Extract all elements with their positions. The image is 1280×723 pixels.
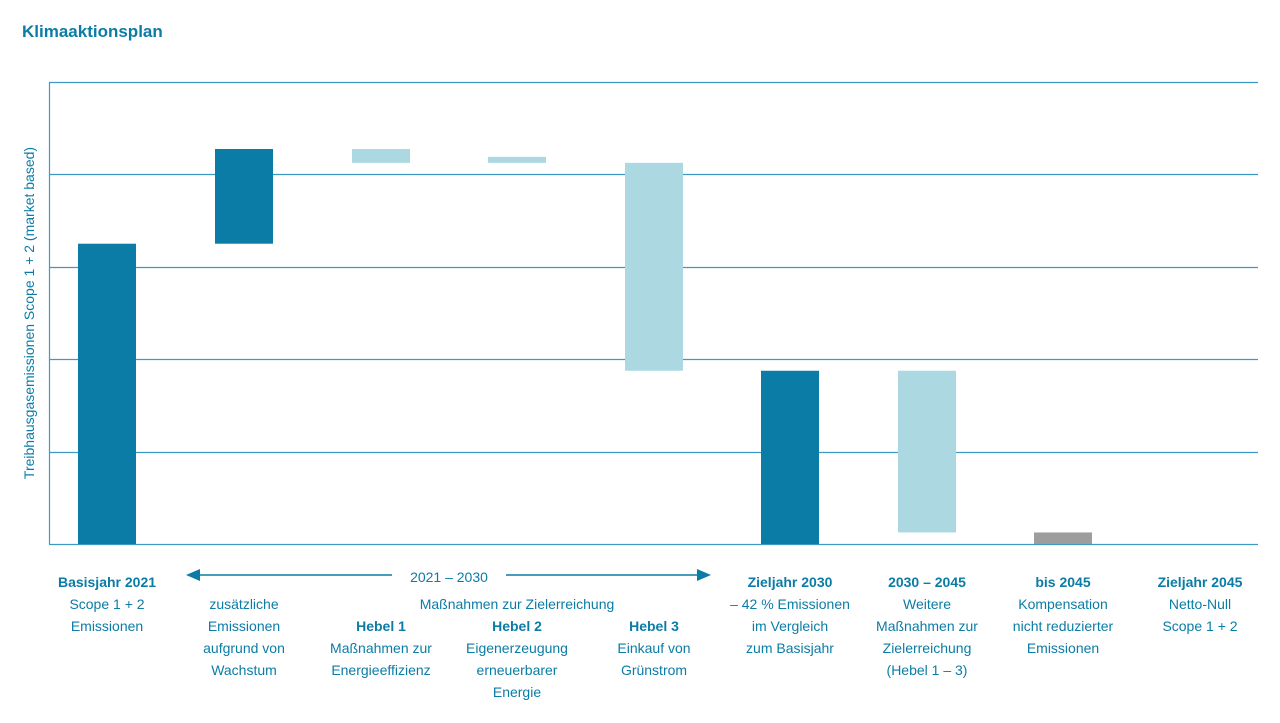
category-label-line: Netto-Null xyxy=(1169,596,1231,612)
period-sublabel: Maßnahmen zur Zielerreichung xyxy=(420,596,615,612)
category-label-line: Scope 1 + 2 xyxy=(69,596,144,612)
bar-2 xyxy=(215,148,273,244)
axes xyxy=(48,82,1258,546)
category-label-line: – 42 % Emissionen xyxy=(730,596,850,612)
category-label-line: Zieljahr 2045 xyxy=(1158,574,1243,590)
bar-3 xyxy=(352,148,410,163)
period-annotation: 2021 – 2030 Maßnahmen zur Zielerreichung xyxy=(186,569,711,612)
category-label-line: Wachstum xyxy=(211,662,277,678)
category-label-line: bis 2045 xyxy=(1035,574,1090,590)
category-label-line: Zieljahr 2030 xyxy=(748,574,833,590)
y-axis-label: Treibhausgasemissionen Scope 1 + 2 (mark… xyxy=(21,147,37,479)
category-label-line: Einkauf von xyxy=(617,640,690,656)
category-label-line: 2030 – 2045 xyxy=(888,574,966,590)
bar-8 xyxy=(1034,532,1092,544)
category-label-line: aufgrund von xyxy=(203,640,285,656)
category-label-line: Basisjahr 2021 xyxy=(58,574,156,590)
category-label-line: zum Basisjahr xyxy=(746,640,834,656)
category-label-line: zusätzliche xyxy=(209,596,278,612)
category-label-line: Emissionen xyxy=(208,618,280,634)
category-label-line: Hebel 1 xyxy=(356,618,406,634)
category-label-line: erneuerbarer xyxy=(477,662,558,678)
category-label-line: Scope 1 + 2 xyxy=(1162,618,1237,634)
category-label-line: Maßnahmen zur xyxy=(876,618,978,634)
category-label-line: Hebel 3 xyxy=(629,618,679,634)
category-label-line: Hebel 2 xyxy=(492,618,542,634)
chart-title: Klimaaktionsplan xyxy=(22,22,163,41)
category-label-line: (Hebel 1 – 3) xyxy=(887,662,968,678)
bar-1 xyxy=(78,243,136,544)
arrow-left-icon xyxy=(186,569,200,581)
category-label-line: Eigenerzeugung xyxy=(466,640,568,656)
category-label-line: im Vergleich xyxy=(752,618,828,634)
category-label-line: nicht reduzierter xyxy=(1013,618,1114,634)
category-label-line: Weitere xyxy=(903,596,951,612)
category-label-line: Kompensation xyxy=(1018,596,1108,612)
category-labels: Basisjahr 2021 Scope 1 + 2 Emissionen zusät… xyxy=(58,574,1243,700)
category-label-line: Grünstrom xyxy=(621,662,687,678)
arrow-right-icon xyxy=(697,569,711,581)
category-label-line: Emissionen xyxy=(1027,640,1099,656)
category-label-line: Energieeffizienz xyxy=(331,662,430,678)
bar-7 xyxy=(898,370,956,533)
category-label-line: Emissionen xyxy=(71,618,143,634)
category-label-line: Energie xyxy=(493,684,541,700)
bars xyxy=(78,148,1092,544)
category-label-line: Zielerreichung xyxy=(883,640,972,656)
bar-5 xyxy=(625,162,683,371)
bar-4 xyxy=(488,156,546,163)
period-label: 2021 – 2030 xyxy=(410,569,488,585)
bar-6 xyxy=(761,370,819,544)
category-label-line: Maßnahmen zur xyxy=(330,640,432,656)
